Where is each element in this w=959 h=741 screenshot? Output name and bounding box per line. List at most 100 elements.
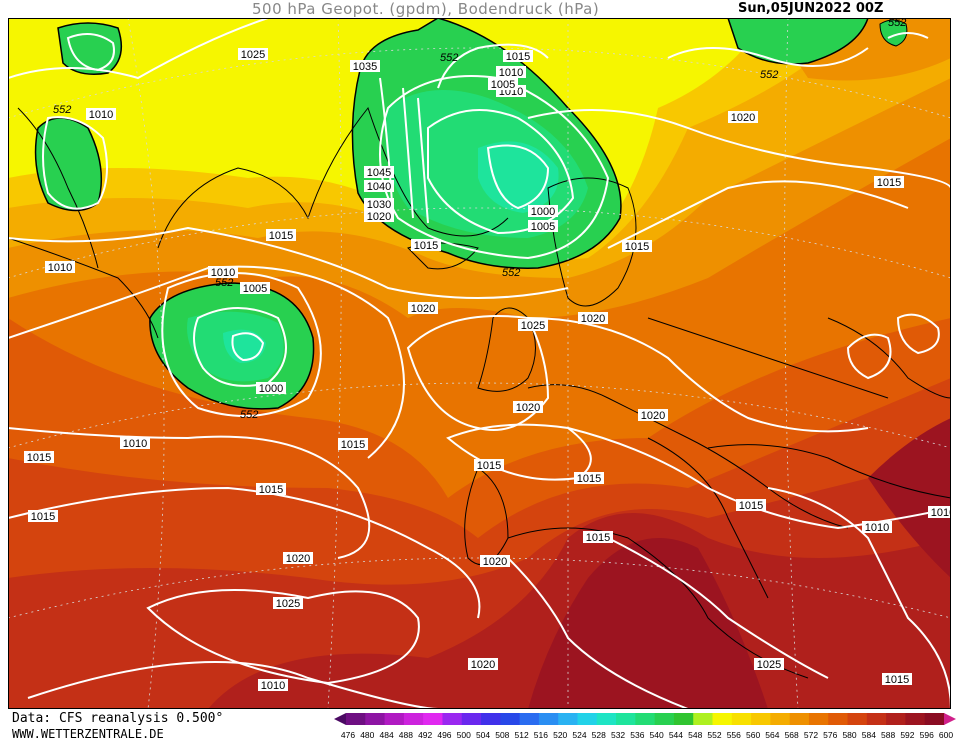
site-credit: WWW.WETTERZENTRALE.DE	[12, 727, 164, 741]
isobar-label-text: 1015	[506, 51, 530, 63]
scale-cell	[673, 713, 694, 725]
isobar-label-text: 1015	[341, 439, 365, 451]
isobar-label: 1000	[528, 205, 558, 218]
scale-cell	[635, 713, 656, 725]
isobar-label-box	[28, 510, 58, 522]
isobar-label-box	[45, 261, 75, 273]
low-ne	[727, 18, 869, 65]
scale-tick-label: 556	[727, 730, 741, 740]
isobar-label-box	[480, 555, 510, 567]
isobar-label-box	[258, 679, 288, 691]
scale-cell	[423, 713, 443, 725]
isobar-label-text: 1005	[531, 221, 555, 233]
scale-tick-label: 484	[379, 730, 393, 740]
isobar-label: 1025	[754, 658, 784, 671]
scale-cell	[442, 713, 463, 725]
map-footer: Data: CFS reanalysis 0.500° WWW.WETTERZE…	[0, 709, 959, 741]
scale-tick-label: 544	[669, 730, 683, 740]
isobar-label-text: 1035	[353, 61, 377, 73]
isobar-label: 1015	[503, 50, 533, 63]
isobar-label: 1010	[208, 266, 238, 279]
isobar-label: 1010	[928, 506, 951, 519]
isobars	[8, 18, 951, 709]
scale-cell	[808, 713, 829, 725]
isobar-label: 1015	[28, 510, 58, 523]
isobar-label-box	[474, 459, 504, 471]
isobar-label-box	[86, 108, 116, 120]
scale-cell	[847, 713, 868, 725]
isobar-label-box	[862, 521, 892, 533]
isobar-label: 1025	[273, 597, 303, 610]
isobar-label-box	[208, 266, 238, 278]
isobar-label: 1015	[736, 499, 766, 512]
isobar-label-box	[273, 597, 303, 609]
isobar-label: 1010	[120, 437, 150, 450]
isobar-label-box	[238, 48, 268, 60]
isobar-label-box	[364, 210, 394, 222]
scale-cell	[789, 713, 810, 725]
isobar-label: 1040	[364, 180, 394, 193]
scale-tick-label: 540	[650, 730, 664, 740]
isobar-label: 1005	[240, 282, 270, 295]
scale-tick-label: 552	[707, 730, 721, 740]
scale-cell	[751, 713, 771, 725]
scale-arrow-right	[944, 713, 956, 725]
scale-cell	[384, 713, 405, 725]
scale-tick-label: 496	[437, 730, 451, 740]
scale-cell	[731, 713, 752, 725]
isobar-label: 1020	[408, 302, 438, 315]
isobar-label: 1005	[488, 78, 518, 91]
scale-cell	[403, 713, 424, 725]
isobar-labels: 1025103510101010101510101005104510401030…	[24, 48, 951, 692]
isobar-label-text: 1020	[411, 303, 435, 315]
isobar-label: 1020	[283, 552, 313, 565]
scale-cell	[365, 713, 386, 725]
isobar-label-text: 1020	[471, 659, 495, 671]
isobar-label-text: 1005	[243, 283, 267, 295]
scale-tick-label: 592	[900, 730, 914, 740]
isobar-label-box	[120, 437, 150, 449]
height-552-labels: 552 552 552 552 552 552 552	[53, 18, 906, 421]
isobar-label-text: 1040	[367, 181, 391, 193]
isobar-label-text: 1015	[625, 241, 649, 253]
scale-tick-label: 500	[457, 730, 471, 740]
isobar-label: 1015	[882, 673, 912, 686]
isobar-label-text: 1000	[531, 206, 555, 218]
scale-cell	[616, 713, 636, 725]
label-552: 552	[53, 104, 71, 116]
isobar-label-text: 1010	[865, 522, 889, 534]
scale-tick-label: 584	[862, 730, 876, 740]
isobar-label: 1015	[583, 531, 613, 544]
isobar-label-box	[638, 409, 668, 421]
label-552: 552	[240, 409, 258, 421]
isobar-label-text: 1015	[269, 230, 293, 242]
scale-cell	[538, 713, 559, 725]
isobar-label-box	[583, 531, 613, 543]
scale-tick-label: 520	[553, 730, 567, 740]
isobar-label: 1020	[513, 401, 543, 414]
isobar-label-text: 1010	[211, 267, 235, 279]
isobar-label-text: 1020	[641, 410, 665, 422]
isobar-label-text: 1015	[477, 460, 501, 472]
isobar-label-box	[468, 658, 498, 670]
scale-cell	[866, 713, 887, 725]
graticule	[8, 18, 951, 709]
scale-cell	[461, 713, 482, 725]
isobar-label: 1020	[638, 409, 668, 422]
scale-cell	[481, 713, 501, 725]
isobar-label-text: 1010	[48, 262, 72, 274]
isobar-label-text: 1015	[259, 484, 283, 496]
scale-tick-label: 572	[804, 730, 818, 740]
isobar-label: 1010	[496, 66, 526, 79]
chart-header: 500 hPa Geopot. (gpdm), Bodendruck (hPa)…	[0, 0, 959, 18]
isobar-label-box	[518, 319, 548, 331]
isobar-label-text: 1025	[276, 598, 300, 610]
scale-tick-label: 492	[418, 730, 432, 740]
scale-tick-label: 568	[785, 730, 799, 740]
isobar-label-text: 1015	[885, 674, 909, 686]
scale-cell	[577, 713, 598, 725]
isobar-label-text: 1015	[31, 511, 55, 523]
isobar-label-text: 1015	[577, 473, 601, 485]
weather-map: 552 552 552 552 552 552 552 1025 1035 1010…	[8, 18, 951, 709]
isobar-label-box	[256, 382, 286, 394]
